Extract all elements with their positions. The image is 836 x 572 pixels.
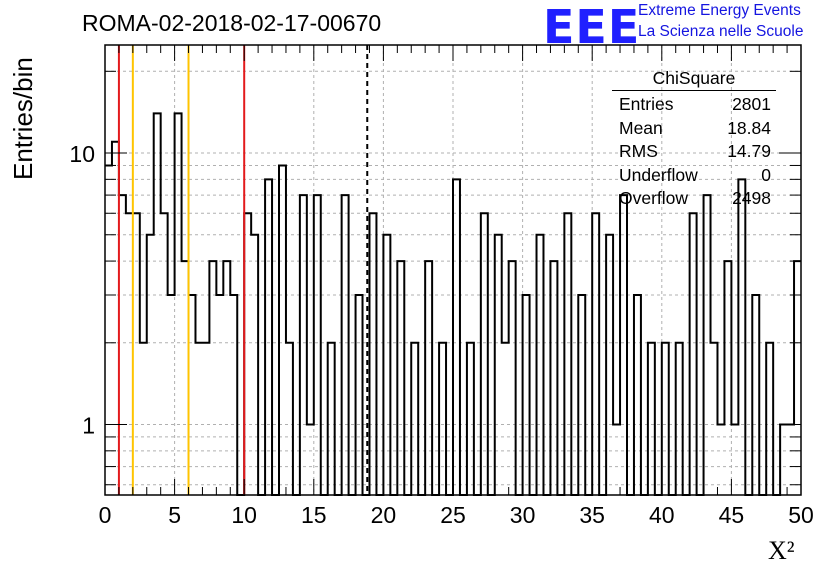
y-axis-label: Entries/bin	[8, 57, 38, 180]
stats-label: RMS	[619, 141, 658, 161]
stats-label: Entries	[619, 94, 674, 114]
stats-value: 14.79	[727, 141, 771, 161]
stats-value: 2498	[732, 188, 771, 208]
x-tick-label: 50	[788, 502, 814, 528]
x-tick-label: 40	[649, 502, 675, 528]
stats-label: Overflow	[619, 188, 689, 208]
x-tick-label: 10	[231, 502, 257, 528]
x-tick-label: 0	[99, 502, 112, 528]
logo-caption-line1: Extreme Energy Events	[638, 2, 801, 19]
stats-row-underflow: Underflow 0	[612, 165, 776, 189]
stats-row-rms: RMS 14.79	[612, 141, 776, 165]
x-tick-label: 30	[510, 502, 536, 528]
stats-row-entries: Entries 2801	[612, 94, 776, 118]
stats-title: ChiSquare	[612, 68, 776, 91]
x-tick-label: 20	[371, 502, 397, 528]
histogram-line	[105, 112, 801, 496]
stats-label: Underflow	[619, 164, 698, 185]
stats-row-overflow: Overflow 2498	[612, 188, 776, 212]
x-tick-label: 5	[168, 502, 181, 528]
stats-value: 2801	[732, 94, 771, 114]
page-title: ROMA-02-2018-02-17-00670	[82, 10, 382, 36]
y-tick-label: 10	[69, 141, 95, 167]
y-tick-label: 1	[82, 413, 95, 439]
stats-label: Mean	[619, 117, 663, 138]
stats-row-mean: Mean 18.84	[612, 118, 776, 142]
stats-box: ChiSquare Entries 2801 Mean 18.84 RMS 14.79…	[612, 68, 776, 212]
stats-value: 18.84	[727, 117, 771, 138]
x-tick-label: 25	[440, 502, 466, 528]
x-tick-label: 15	[301, 502, 327, 528]
x-axis-label: X²	[768, 536, 795, 565]
logo-caption-line2: La Scienza nelle Scuole	[638, 23, 804, 40]
x-tick-label: 35	[579, 502, 605, 528]
stats-value: 0	[761, 164, 771, 185]
x-tick-label: 45	[719, 502, 745, 528]
eee-logo: EEE	[543, 0, 641, 54]
